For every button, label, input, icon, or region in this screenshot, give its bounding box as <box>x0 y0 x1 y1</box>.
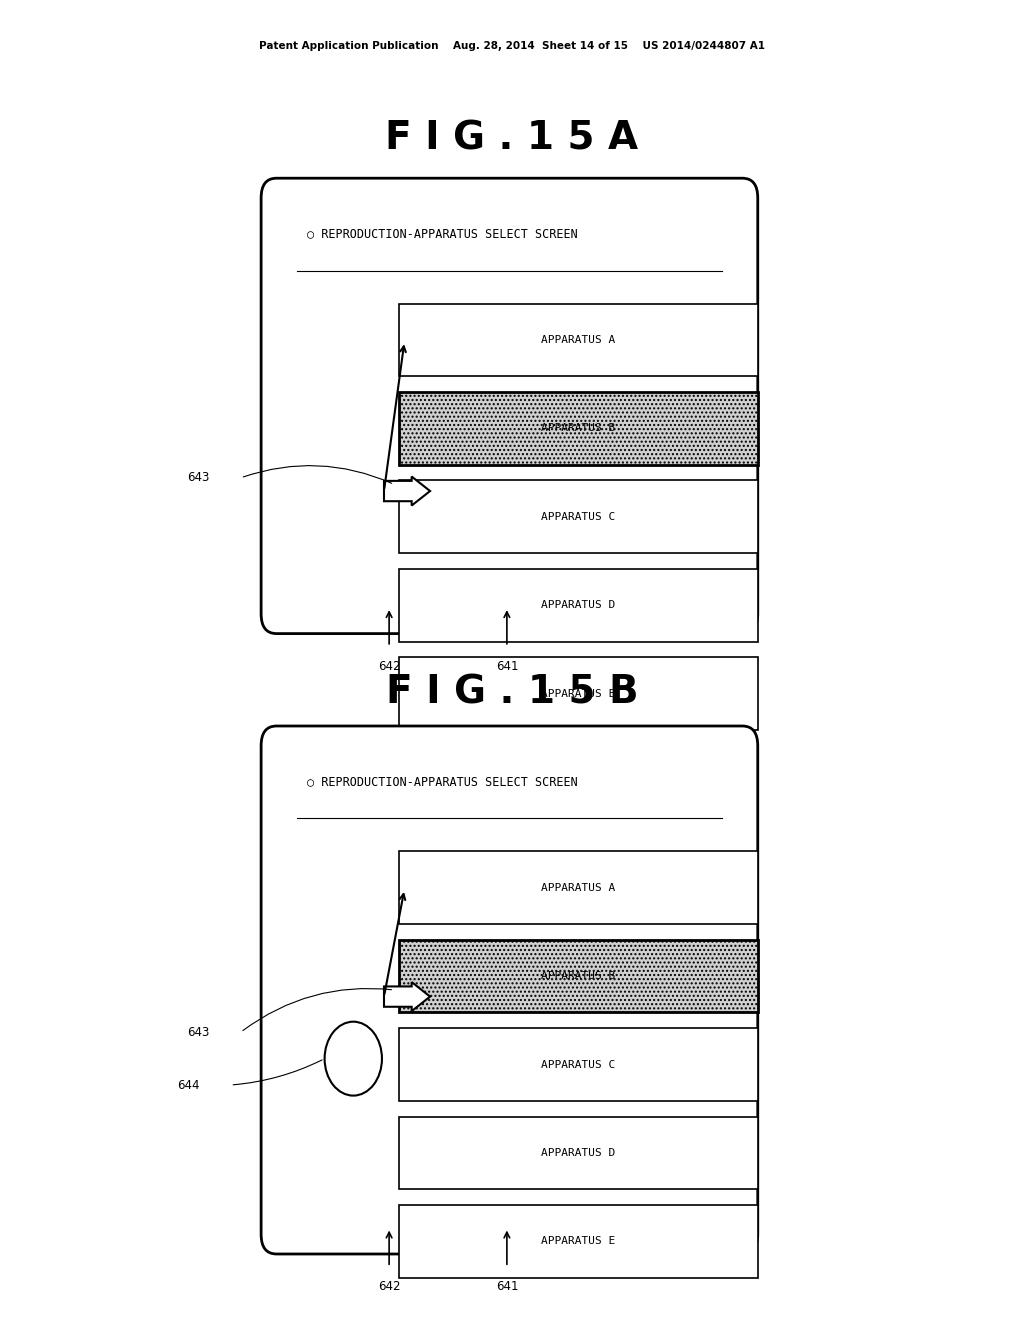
Text: APPARATUS E: APPARATUS E <box>542 689 615 698</box>
FancyBboxPatch shape <box>261 726 758 1254</box>
FancyBboxPatch shape <box>399 940 758 1012</box>
Text: ○ REPRODUCTION-APPARATUS SELECT SCREEN: ○ REPRODUCTION-APPARATUS SELECT SCREEN <box>307 227 578 240</box>
FancyBboxPatch shape <box>399 304 758 376</box>
Text: APPARATUS C: APPARATUS C <box>542 512 615 521</box>
FancyBboxPatch shape <box>399 1117 758 1189</box>
Text: APPARATUS C: APPARATUS C <box>542 1060 615 1069</box>
FancyBboxPatch shape <box>261 178 758 634</box>
Text: F I G . 1 5 B: F I G . 1 5 B <box>386 675 638 711</box>
Text: F I G . 1 5 A: F I G . 1 5 A <box>385 120 639 157</box>
Text: APPARATUS D: APPARATUS D <box>542 601 615 610</box>
Text: 644: 644 <box>177 1078 200 1092</box>
Text: APPARATUS A: APPARATUS A <box>542 883 615 892</box>
Polygon shape <box>384 477 430 506</box>
Text: ○ REPRODUCTION-APPARATUS SELECT SCREEN: ○ REPRODUCTION-APPARATUS SELECT SCREEN <box>307 775 578 788</box>
Polygon shape <box>384 982 430 1011</box>
FancyBboxPatch shape <box>399 480 758 553</box>
Text: 643: 643 <box>187 1026 210 1039</box>
Text: APPARATUS D: APPARATUS D <box>542 1148 615 1158</box>
Text: APPARATUS A: APPARATUS A <box>542 335 615 345</box>
Text: 643: 643 <box>187 471 210 484</box>
Circle shape <box>325 1022 382 1096</box>
Text: APPARATUS E: APPARATUS E <box>542 1237 615 1246</box>
Text: 641: 641 <box>496 660 518 673</box>
Text: 641: 641 <box>496 1280 518 1294</box>
Text: APPARATUS B: APPARATUS B <box>542 972 615 981</box>
FancyBboxPatch shape <box>399 657 758 730</box>
FancyBboxPatch shape <box>399 1205 758 1278</box>
FancyBboxPatch shape <box>399 851 758 924</box>
FancyBboxPatch shape <box>399 569 758 642</box>
Text: 642: 642 <box>378 660 400 673</box>
FancyBboxPatch shape <box>399 392 758 465</box>
Text: Patent Application Publication    Aug. 28, 2014  Sheet 14 of 15    US 2014/02448: Patent Application Publication Aug. 28, … <box>259 41 765 51</box>
FancyBboxPatch shape <box>399 1028 758 1101</box>
Text: APPARATUS B: APPARATUS B <box>542 424 615 433</box>
Text: 642: 642 <box>378 1280 400 1294</box>
